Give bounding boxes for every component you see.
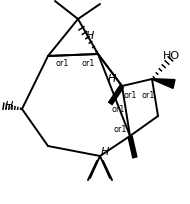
Text: or1: or1	[141, 92, 155, 101]
Text: HO: HO	[163, 51, 180, 61]
Text: or1: or1	[113, 124, 127, 133]
Text: or1: or1	[111, 104, 125, 113]
Polygon shape	[152, 79, 175, 88]
Text: or1: or1	[55, 59, 69, 68]
Text: or1: or1	[123, 92, 137, 101]
Text: H: H	[101, 147, 109, 157]
Text: H: H	[5, 101, 13, 111]
Text: or1: or1	[81, 60, 95, 69]
Text: H: H	[108, 74, 116, 84]
Text: H: H	[86, 31, 94, 41]
